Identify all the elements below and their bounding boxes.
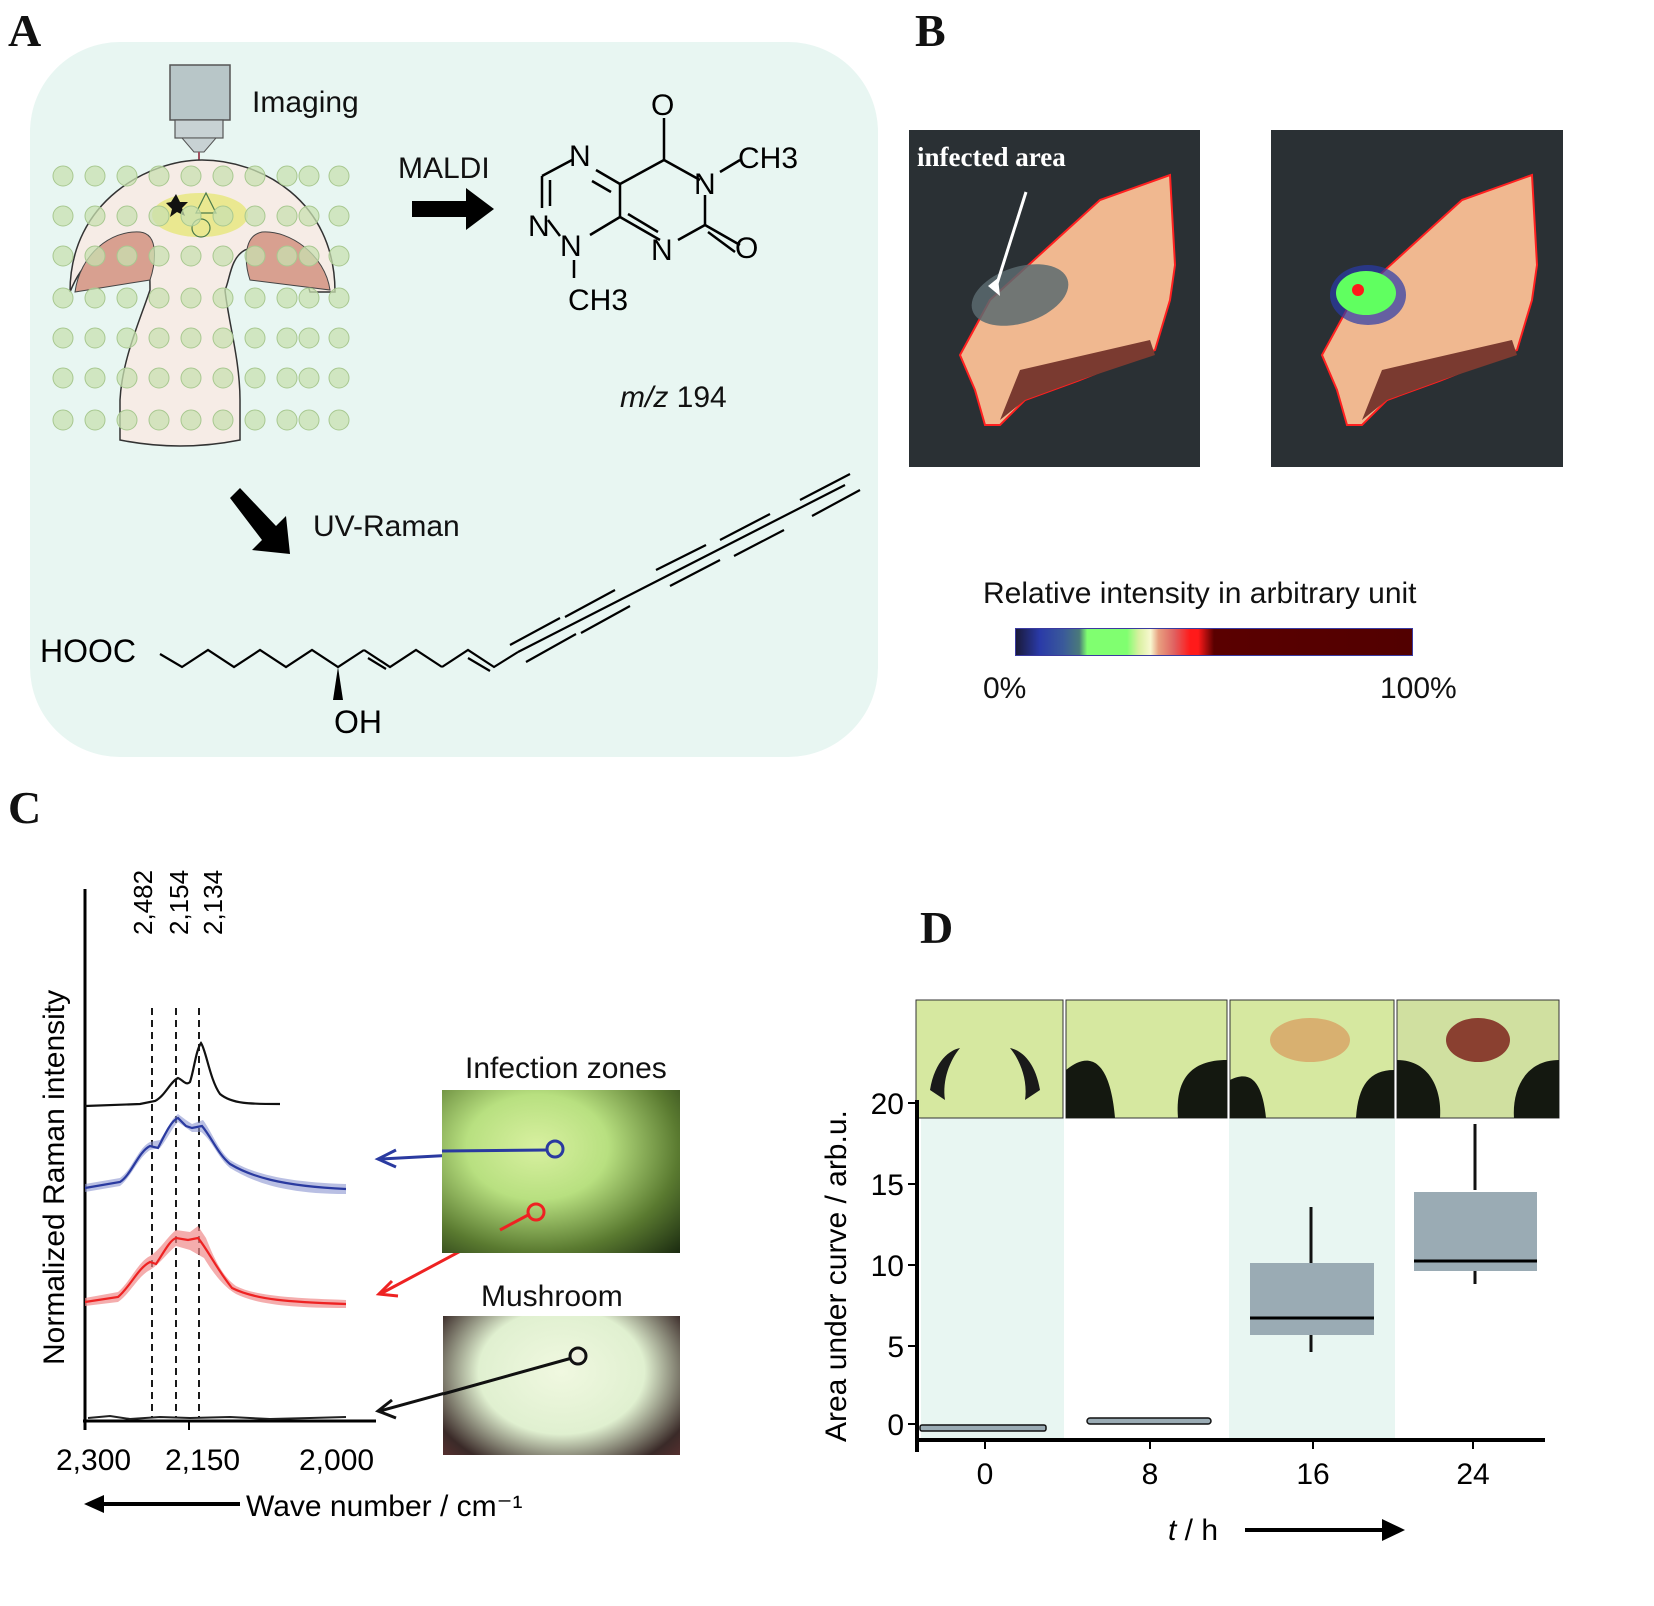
infection-zones-photo: [442, 1090, 680, 1253]
uv-raman-arrow-icon: [230, 488, 290, 554]
auc-xtick-16: 16: [1296, 1458, 1329, 1491]
mushroom-imaging-illustration: [52, 64, 350, 447]
box-16h: [1250, 1207, 1374, 1352]
box-8h: [1086, 1417, 1212, 1425]
raman-spectra-chart: 2,482 2,154 2,134 Normalized Raman inten…: [38, 870, 587, 1523]
spectrum-red-band: [85, 1226, 346, 1308]
msi-photo-optical: infected area: [909, 130, 1200, 467]
box-24h: [1414, 1124, 1537, 1284]
spectrum-blue: [84, 1116, 347, 1191]
auc-ylabel: Area under curve / arb.u.: [820, 1110, 853, 1442]
auc-xtick-24: 24: [1456, 1458, 1489, 1491]
time-arrow-icon: [1245, 1519, 1405, 1541]
atom-n3: N: [528, 210, 550, 243]
mz-value: 194: [676, 381, 727, 414]
mz-label: m/z 194: [620, 381, 727, 415]
panel-d-label: D: [920, 902, 954, 953]
raman-xaxis-arrow-icon: [84, 1495, 240, 1513]
colorbar-min-label: 0%: [983, 672, 1027, 705]
atom-o-right: O: [735, 232, 758, 265]
msi-photo-overlay: [1271, 130, 1563, 467]
raman-ylabel: Normalized Raman intensity: [38, 990, 71, 1365]
auc-ytick-10: 10: [871, 1250, 904, 1283]
infected-area-label: infected area: [917, 142, 1066, 172]
mushroom-photo: [443, 1316, 680, 1455]
auc-ytick-20: 20: [871, 1088, 904, 1121]
colorbar-title: Relative intensity in arbitrary unit: [983, 577, 1417, 610]
photo-0h: [915, 999, 1064, 1119]
auc-xtick-0: 0: [977, 1458, 994, 1491]
arrow-black-head-icon: [375, 1398, 397, 1420]
raman-xtick-2000: 2,000: [299, 1444, 374, 1477]
atom-o-top: O: [651, 89, 674, 122]
spectrum-blue-band: [85, 1114, 346, 1194]
compound-structure-raman: HOOC OH: [40, 473, 861, 740]
spectrum-reference: [84, 1041, 281, 1108]
microscope-objective-icon: [169, 64, 231, 196]
colorbar-max-label: 100%: [1380, 672, 1457, 705]
atom-n5: N: [651, 234, 673, 267]
uv-raman-label: UV-Raman: [313, 510, 460, 543]
peak-label-2154: 2,154: [164, 870, 194, 935]
peak-label-2482: 2,482: [128, 870, 158, 935]
mushroom-slice-heatmap: [1271, 130, 1563, 467]
wedge-bond-icon: [333, 667, 343, 700]
auc-xlabel: t / h: [1168, 1514, 1218, 1547]
atom-ch3-bottom: CH3: [568, 284, 628, 317]
arrow-blue-head-icon: [374, 1148, 397, 1169]
auc-ytick-0: 0: [887, 1409, 904, 1442]
auc-ytick-15: 15: [871, 1169, 904, 1202]
imaging-label: Imaging: [252, 86, 359, 119]
panel-a-label: A: [8, 5, 42, 56]
arrow-red-head-icon: [375, 1279, 399, 1298]
infection-zones-label: Infection zones: [465, 1052, 667, 1085]
shade-0h: [921, 1118, 1064, 1438]
panel-c-label: C: [8, 782, 42, 833]
raman-xtick-2150: 2,150: [165, 1444, 240, 1477]
oh-label: OH: [334, 704, 382, 740]
auc-boxplot-chart: 0 5 10 15 20 0 8 16 24 Area under curve …: [820, 999, 1560, 1547]
compound-structure-maldi: O N CH3 N N N O N CH3: [528, 89, 798, 317]
mz-italic: m/z: [620, 381, 669, 414]
mushroom-label: Mushroom: [481, 1280, 623, 1313]
auc-xtick-8: 8: [1142, 1458, 1159, 1491]
colorbar: [1015, 628, 1413, 656]
atom-n1: N: [569, 140, 591, 173]
raman-xlabel: Wave number / cm⁻¹: [246, 1490, 522, 1523]
mushroom-slice-optical: [909, 130, 1200, 467]
atom-n2: N: [694, 168, 716, 201]
atom-n4: N: [560, 230, 582, 263]
peak-label-2134: 2,134: [198, 870, 228, 935]
raman-xtick-2300: 2,300: [56, 1444, 131, 1477]
spectrum-red: [84, 1236, 347, 1306]
hooc-label: HOOC: [40, 633, 136, 669]
triangle-marker-icon: [195, 191, 217, 214]
box-0h: [919, 1424, 1047, 1432]
auc-ytick-5: 5: [887, 1331, 904, 1364]
maldi-arrow-icon: [412, 188, 494, 230]
panel-b-label: B: [915, 5, 946, 56]
spectrum-mushroom: [87, 1414, 347, 1421]
maldi-label: MALDI: [398, 152, 490, 185]
atom-ch3-right: CH3: [738, 142, 798, 175]
